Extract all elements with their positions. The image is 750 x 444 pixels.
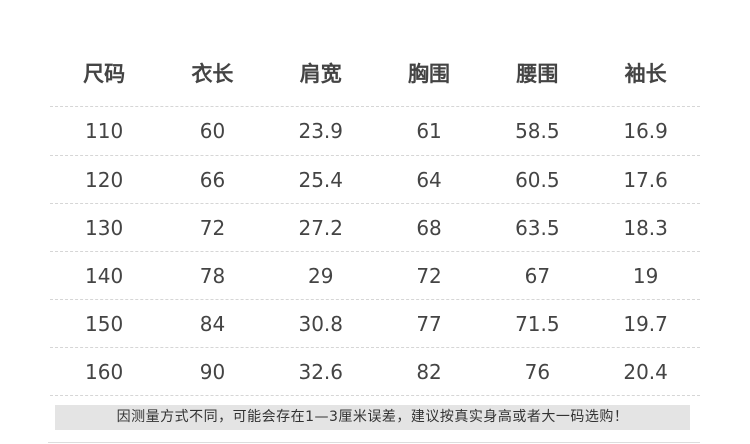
header-cell: 衣长 xyxy=(191,62,234,86)
table-cell: 66 xyxy=(199,168,226,192)
table-cell: 60.5 xyxy=(515,168,560,192)
table-cell: 72 xyxy=(416,264,442,288)
table-cell: 17.6 xyxy=(623,168,668,192)
table-cell: 19 xyxy=(632,264,659,288)
table-cell: 16.9 xyxy=(623,119,668,143)
table-cell: 18.3 xyxy=(623,216,668,240)
table-cell: 63.5 xyxy=(515,216,560,240)
table-cell: 76 xyxy=(524,360,551,384)
table-cell: 82 xyxy=(416,360,442,384)
table-cell: 61 xyxy=(416,119,442,143)
table-row: 140 78 29 72 67 19 xyxy=(50,252,700,300)
table-row: 130 72 27.2 68 63.5 18.3 xyxy=(50,204,700,252)
table-cell: 90 xyxy=(199,360,226,384)
table-cell: 68 xyxy=(416,216,442,240)
table-cell: 67 xyxy=(524,264,551,288)
table-cell: 32.6 xyxy=(298,360,343,384)
header-cell: 肩宽 xyxy=(299,62,342,86)
table-cell: 71.5 xyxy=(515,312,560,336)
header-cell: 袖长 xyxy=(624,62,667,86)
row-divider xyxy=(50,347,700,348)
table-header: 尺码 衣长 肩宽 胸围 腰围 袖长 xyxy=(50,50,700,96)
table-cell: 60 xyxy=(199,119,226,143)
table-cell: 58.5 xyxy=(515,119,560,143)
table-cell: 140 xyxy=(85,264,124,288)
row-divider xyxy=(50,299,700,300)
measurement-note: 因测量方式不同，可能会存在1—3厘米误差，建议按真实身高或者大一码选购！ xyxy=(55,405,690,430)
header-cell: 胸围 xyxy=(408,62,451,86)
table-cell: 27.2 xyxy=(298,216,343,240)
divider xyxy=(48,442,700,443)
table-cell: 19.7 xyxy=(623,312,668,336)
table-cell: 120 xyxy=(85,168,124,192)
table-row: 110 60 23.9 61 58.5 16.9 xyxy=(50,107,700,155)
table-cell: 150 xyxy=(85,312,124,336)
header-cell: 腰围 xyxy=(516,62,559,86)
table-cell: 130 xyxy=(85,216,124,240)
table-cell: 84 xyxy=(199,312,226,336)
table-cell: 110 xyxy=(85,119,124,143)
table-row: 150 84 30.8 77 71.5 19.7 xyxy=(50,300,700,348)
row-divider xyxy=(50,106,700,107)
table-cell: 160 xyxy=(85,360,124,384)
table-cell: 77 xyxy=(416,312,442,336)
table-cell: 64 xyxy=(416,168,442,192)
table-cell: 72 xyxy=(199,216,226,240)
row-divider xyxy=(50,155,700,156)
table-cell: 78 xyxy=(199,264,226,288)
table-cell: 30.8 xyxy=(298,312,343,336)
row-divider xyxy=(50,395,700,396)
table-cell: 23.9 xyxy=(298,119,343,143)
table-cell: 25.4 xyxy=(298,168,343,192)
row-divider xyxy=(50,251,700,252)
row-divider xyxy=(50,203,700,204)
table-row: 120 66 25.4 64 60.5 17.6 xyxy=(50,156,700,204)
table-row: 160 90 32.6 82 76 20.4 xyxy=(50,348,700,396)
table-cell: 29 xyxy=(308,264,334,288)
table-cell: 20.4 xyxy=(623,360,668,384)
header-cell: 尺码 xyxy=(83,62,126,86)
